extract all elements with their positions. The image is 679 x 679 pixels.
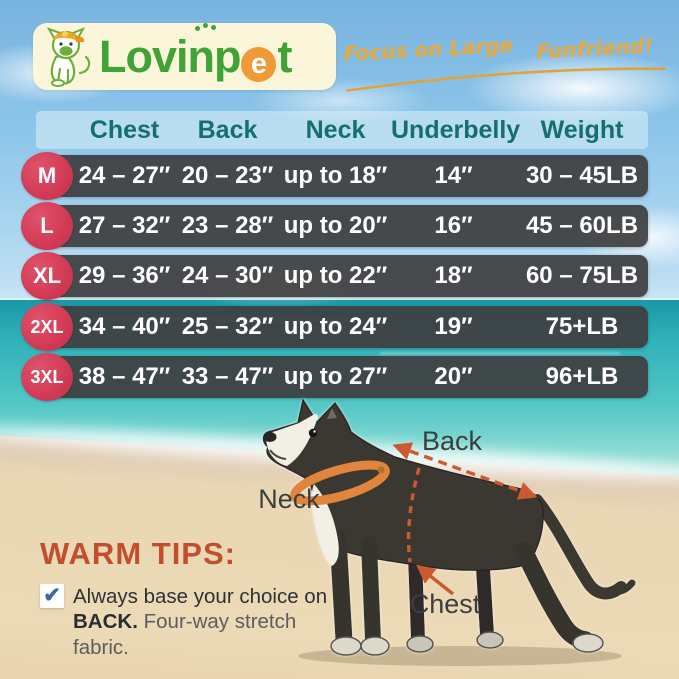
collar-ring bbox=[377, 466, 385, 474]
tip-line1: Always base your choice on bbox=[73, 585, 328, 608]
cell-underbelly: 20″ bbox=[434, 363, 473, 390]
dog-muzzle-blaze bbox=[266, 414, 318, 466]
neck-label: Neck bbox=[258, 484, 320, 514]
row-bar: 34 – 40″ 25 – 32″ up to 24″ 19″ 75+LB bbox=[36, 306, 648, 348]
brand-tagline: Focus on Large Funfriend! bbox=[343, 24, 675, 93]
cell-weight: 75+LB bbox=[545, 313, 619, 340]
cell-neck: up to 24″ bbox=[283, 313, 388, 340]
cell-back: 20 – 23″ bbox=[181, 162, 274, 189]
tagline-part2: Funfriend! bbox=[535, 33, 654, 64]
chest-arrow bbox=[416, 564, 455, 596]
cell-underbelly: 19″ bbox=[434, 313, 473, 340]
cell-weight: 96+LB bbox=[545, 363, 619, 390]
warm-tips-text: Always base your choice on BACK. Four-wa… bbox=[73, 584, 350, 660]
size-badge: 3XL bbox=[21, 353, 73, 401]
row-bar: 29 – 36″ 24 – 30″ up to 22″ 18″ 60 – 75L… bbox=[36, 255, 648, 297]
cell-chest: 29 – 36″ bbox=[78, 262, 171, 289]
cell-neck: up to 27″ bbox=[283, 363, 388, 390]
dog-eye bbox=[308, 428, 318, 438]
cell-chest: 27 – 32″ bbox=[78, 212, 171, 239]
tagline-underline-swoosh bbox=[346, 67, 666, 92]
back-label: Back bbox=[422, 426, 483, 456]
cell-underbelly: 16″ bbox=[434, 212, 473, 239]
cell-chest: 34 – 40″ bbox=[78, 313, 171, 340]
dog-measurement-diagram: Back Neck Chest bbox=[258, 398, 636, 666]
dog-nose bbox=[263, 432, 277, 442]
dog-mouth bbox=[269, 449, 287, 460]
cat-face-letter-icon: e bbox=[241, 46, 277, 82]
column-header-weight: Weight bbox=[540, 115, 624, 144]
warm-tips-section: WARM TIPS: ✔ Always base your choice on … bbox=[40, 536, 350, 660]
table-row: 34 – 40″ 25 – 32″ up to 24″ 19″ 75+LB 2X… bbox=[21, 303, 648, 351]
cell-weight: 45 – 60LB bbox=[525, 212, 639, 239]
brand-wordmark: Lovinp e t bbox=[99, 25, 292, 83]
cell-neck: up to 22″ bbox=[283, 262, 388, 289]
size-badge: 2XL bbox=[21, 303, 73, 351]
column-header-neck: Neck bbox=[305, 115, 366, 144]
tip-line2-rest: Four-way stretch fabric. bbox=[73, 610, 297, 659]
cell-chest: 38 – 47″ bbox=[78, 363, 171, 390]
cell-back: 24 – 30″ bbox=[181, 262, 274, 289]
cell-chest: 24 – 27″ bbox=[78, 162, 171, 189]
brand-logo-card: Lovinp e t bbox=[33, 23, 336, 90]
cell-weight: 60 – 75LB bbox=[525, 262, 639, 289]
table-row: 27 – 32″ 23 – 28″ up to 20″ 16″ 45 – 60L… bbox=[21, 202, 648, 250]
row-bar: 27 – 32″ 23 – 28″ up to 20″ 16″ 45 – 60L… bbox=[36, 205, 648, 247]
cell-back: 33 – 47″ bbox=[181, 363, 274, 390]
checkmark-icon: ✔ bbox=[40, 584, 64, 608]
cell-underbelly: 18″ bbox=[434, 262, 473, 289]
dog-front-leg bbox=[361, 536, 381, 648]
cell-neck: up to 20″ bbox=[283, 212, 388, 239]
dog-collar bbox=[290, 460, 390, 506]
column-header-back: Back bbox=[197, 115, 258, 144]
dog-paw bbox=[572, 633, 604, 653]
size-badge: L bbox=[21, 202, 73, 250]
tip-line2-emphasis: BACK. bbox=[73, 610, 138, 634]
brand-text-post: t bbox=[277, 30, 292, 82]
size-chart-header: Chest Back Neck Underbelly Weight bbox=[36, 111, 648, 149]
dog-tail bbox=[531, 494, 627, 600]
measurement-annotations: Back Neck Chest bbox=[258, 426, 538, 619]
warm-tips-title: WARM TIPS: bbox=[40, 536, 236, 571]
dog-paw bbox=[360, 636, 390, 656]
dog-front-leg bbox=[329, 529, 353, 649]
table-row: 38 – 47″ 33 – 47″ up to 27″ 20″ 96+LB 3X… bbox=[21, 353, 648, 401]
cell-back: 23 – 28″ bbox=[181, 212, 274, 239]
row-bar: 24 – 27″ 20 – 23″ up to 18″ 14″ 30 – 45L… bbox=[36, 155, 648, 197]
column-header-chest: Chest bbox=[89, 115, 160, 144]
size-badge: M bbox=[21, 152, 73, 200]
paw-dots-icon bbox=[195, 25, 200, 31]
brand-text-pre: Lovinp bbox=[99, 30, 241, 82]
table-row: 29 – 36″ 24 – 30″ up to 22″ 18″ 60 – 75L… bbox=[21, 252, 648, 300]
cell-underbelly: 14″ bbox=[434, 162, 473, 189]
table-row: 24 – 27″ 20 – 23″ up to 18″ 14″ 30 – 45L… bbox=[21, 152, 648, 200]
column-header-underbelly: Underbelly bbox=[391, 115, 521, 144]
cell-back: 25 – 32″ bbox=[181, 313, 274, 340]
dog-rear-leg-far bbox=[476, 561, 494, 642]
wave-foam-line bbox=[380, 352, 620, 355]
row-bar: 38 – 47″ 33 – 47″ up to 27″ 20″ 96+LB bbox=[36, 356, 648, 398]
chest-label: Chest bbox=[410, 589, 481, 619]
dog-front-leg-far bbox=[408, 549, 425, 646]
dog-ear-inner bbox=[327, 408, 337, 419]
cell-weight: 30 – 45LB bbox=[525, 162, 639, 189]
mascot-dog-icon bbox=[46, 26, 91, 87]
size-badge: XL bbox=[21, 252, 73, 300]
cell-neck: up to 18″ bbox=[283, 162, 388, 189]
back-measure-line bbox=[392, 442, 538, 500]
